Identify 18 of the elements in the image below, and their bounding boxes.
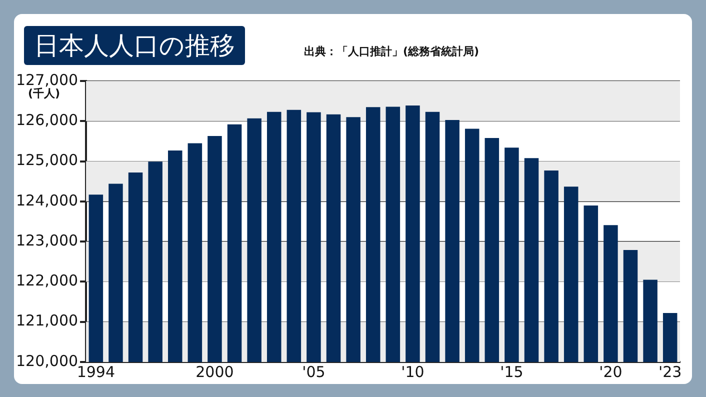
y-tick-label: 123,000 [16,231,78,250]
x-tick-label: '20 [599,362,622,381]
y-tick-label: 127,000 [16,70,78,89]
y-tick-label: 125,000 [16,151,78,170]
y-tick-label: 124,000 [16,191,78,210]
x-tick-label: 2000 [196,362,234,381]
chart-title: 日本人人口の推移 [24,26,245,65]
y-tick-label: 122,000 [16,272,78,290]
source-note: 出典：「人口推計」(総務省統計局) [304,44,480,59]
x-tick-label: '15 [500,362,524,381]
y-tick-label: 126,000 [16,111,78,130]
x-tick-label: 1994 [76,362,116,381]
x-tick-label: '23 [658,362,682,381]
y-axis-title: (千人) [28,87,60,100]
y-tick-label: 120,000 [16,352,78,370]
x-tick-label: '05 [302,362,326,381]
y-tick-label: 121,000 [16,312,78,330]
x-tick-label: '10 [401,362,424,381]
